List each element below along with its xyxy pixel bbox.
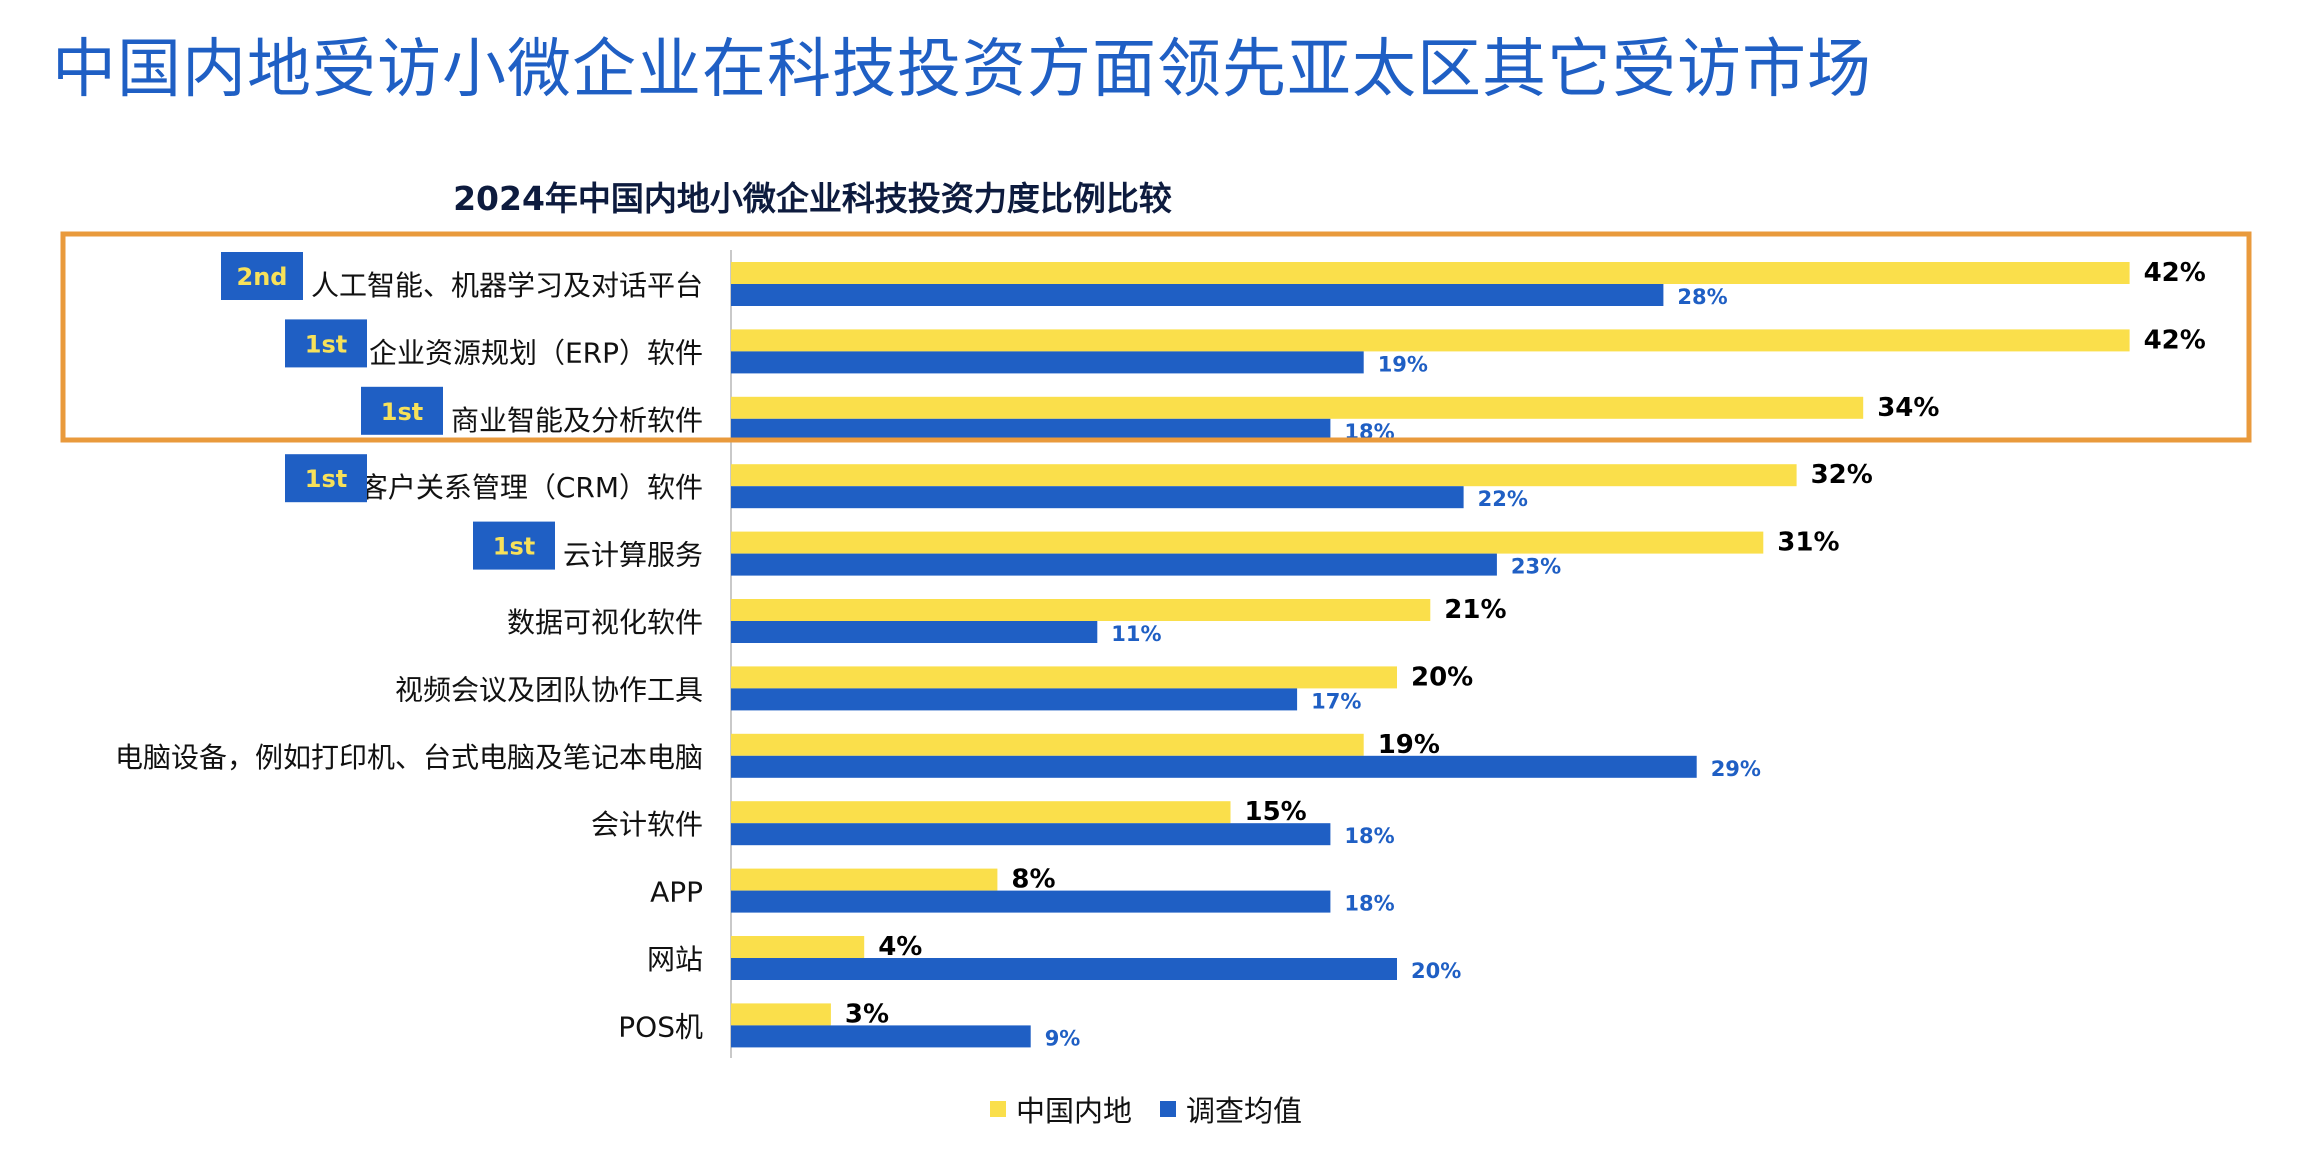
- data-label-average-8: 18%: [1344, 824, 1394, 848]
- rank-badge-text-0: 2nd: [237, 263, 288, 291]
- data-label-average-3: 22%: [1478, 487, 1528, 511]
- chart-title: 2024年中国内地小微企业科技投资力度比例比较: [453, 179, 1172, 218]
- data-label-average-0: 28%: [1677, 285, 1727, 309]
- rank-badge-3: [285, 454, 367, 503]
- legend-swatch-mainland: [990, 1101, 1006, 1117]
- data-label-mainland-0: 42%: [2144, 258, 2206, 288]
- bar-mainland-0: [731, 262, 2130, 284]
- legend-label-average: 调查均值: [1186, 1094, 1303, 1128]
- rank-badge-1: [285, 319, 367, 368]
- bar-mainland-3: [731, 464, 1797, 487]
- legend-swatch-average: [1160, 1101, 1177, 1117]
- category-label-11: POS机: [618, 1010, 703, 1043]
- legend-item-average: 调查均值: [1160, 1088, 1302, 1130]
- bar-mainland-9: [731, 868, 998, 891]
- category-label-0: 人工智能、机器学习及对话平台: [311, 269, 703, 302]
- data-label-mainland-2: 34%: [1877, 393, 1939, 423]
- rank-badge-text-2: 1st: [381, 398, 423, 426]
- bar-mainland-6: [731, 666, 1397, 689]
- rank-badge-text-1: 1st: [305, 330, 347, 358]
- legend-item-mainland: 中国内地: [990, 1088, 1132, 1130]
- bar-mainland-4: [731, 531, 1764, 554]
- data-label-mainland-10: 4%: [878, 932, 922, 962]
- bar-average-2: [731, 418, 1331, 441]
- bar-average-3: [731, 486, 1464, 509]
- category-label-1: 企业资源规划（ERP）软件: [369, 336, 703, 369]
- data-label-average-6: 17%: [1311, 689, 1361, 713]
- bar-average-7: [731, 755, 1697, 778]
- page-headline: 中国内地受访小微企业在科技投资方面领先亚太区其它受访市场: [52, 33, 1872, 107]
- bar-average-10: [731, 958, 1397, 980]
- category-label-3: 客户关系管理（CRM）软件: [360, 471, 703, 504]
- bar-average-6: [731, 688, 1298, 711]
- category-label-7: 电脑设备，例如打印机、台式电脑及笔记本电脑: [115, 741, 703, 774]
- category-label-10: 网站: [647, 943, 703, 976]
- data-label-average-7: 29%: [1711, 757, 1761, 781]
- bar-mainland-2: [731, 396, 1864, 419]
- data-label-mainland-8: 15%: [1245, 797, 1307, 827]
- rank-badge-0: [221, 252, 303, 300]
- data-label-average-11: 9%: [1045, 1026, 1081, 1050]
- legend-label-mainland: 中国内地: [1016, 1094, 1133, 1128]
- data-label-mainland-1: 42%: [2144, 325, 2206, 355]
- rank-badge-4: [473, 521, 555, 570]
- data-label-mainland-5: 21%: [1444, 595, 1506, 625]
- data-label-average-9: 18%: [1344, 892, 1394, 916]
- data-label-mainland-3: 32%: [1811, 460, 1873, 490]
- data-label-average-1: 19%: [1378, 352, 1428, 376]
- bar-average-5: [731, 621, 1098, 643]
- category-label-9: APP: [650, 876, 703, 909]
- category-label-6: 视频会议及团队协作工具: [395, 673, 703, 706]
- bar-average-9: [731, 890, 1331, 913]
- bar-average-4: [731, 553, 1497, 576]
- data-label-mainland-6: 20%: [1411, 662, 1473, 692]
- bar-average-1: [731, 351, 1364, 374]
- rank-badge-text-3: 1st: [305, 465, 347, 493]
- data-label-average-10: 20%: [1411, 959, 1461, 983]
- bar-mainland-1: [731, 329, 2130, 352]
- bar-average-11: [731, 1025, 1031, 1048]
- bar-mainland-10: [731, 936, 865, 958]
- chart-legend: 中国内地 调查均值: [990, 1088, 1302, 1130]
- category-label-8: 会计软件: [591, 808, 703, 841]
- bar-mainland-7: [731, 733, 1364, 756]
- data-label-mainland-11: 3%: [845, 999, 889, 1029]
- data-label-mainland-9: 8%: [1011, 865, 1055, 895]
- bar-average-0: [731, 284, 1664, 306]
- bar-mainland-5: [731, 599, 1431, 621]
- data-label-average-4: 23%: [1511, 555, 1561, 579]
- highlight-box: [60, 231, 2252, 443]
- category-label-2: 商业智能及分析软件: [451, 404, 703, 437]
- category-label-4: 云计算服务: [563, 539, 703, 572]
- bar-average-8: [731, 823, 1331, 846]
- rank-badge-text-4: 1st: [493, 533, 535, 561]
- data-label-average-5: 11%: [1111, 622, 1161, 646]
- bar-mainland-8: [731, 801, 1231, 824]
- rank-badge-2: [361, 386, 443, 435]
- data-label-mainland-4: 31%: [1777, 528, 1839, 558]
- bar-mainland-11: [731, 1003, 831, 1026]
- data-label-mainland-7: 19%: [1378, 730, 1440, 760]
- category-label-5: 数据可视化软件: [507, 606, 703, 639]
